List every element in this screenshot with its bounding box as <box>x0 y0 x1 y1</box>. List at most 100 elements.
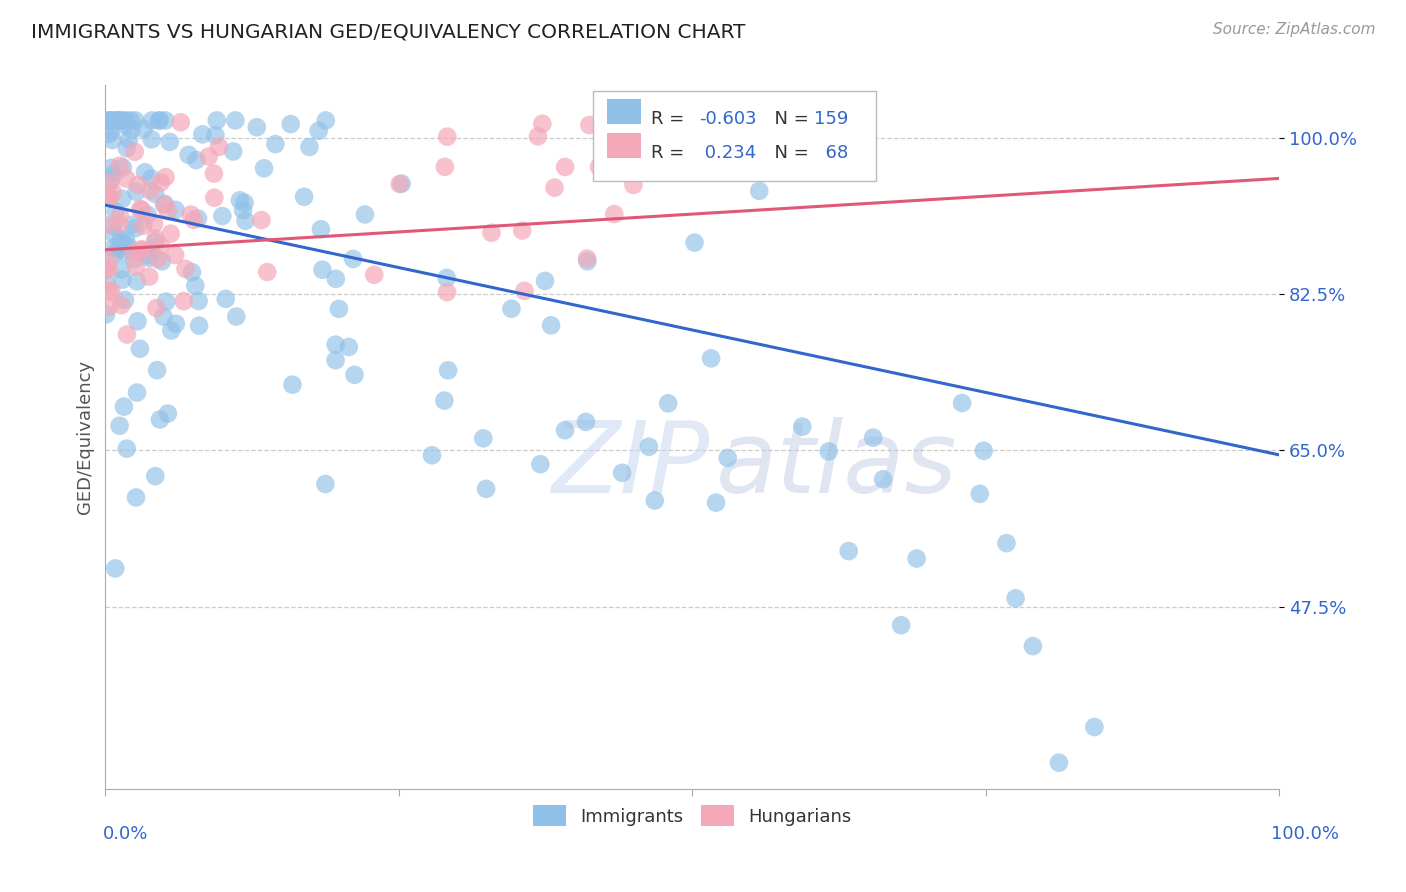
Point <box>143 469 166 483</box>
Y-axis label: GED/Equivalency: GED/Equivalency <box>76 360 94 514</box>
Point <box>748 184 770 198</box>
Point <box>180 208 202 222</box>
Point <box>644 493 666 508</box>
Point <box>100 284 122 298</box>
Point <box>111 262 134 277</box>
Point <box>146 252 169 266</box>
Text: -0.603: -0.603 <box>699 110 756 128</box>
Point <box>143 186 166 201</box>
Point <box>96 113 118 128</box>
Point <box>110 298 132 312</box>
Point <box>96 186 118 201</box>
Point <box>156 407 179 421</box>
Point <box>704 495 727 509</box>
Point <box>554 423 576 437</box>
Text: 0.234: 0.234 <box>699 144 756 161</box>
Point <box>101 186 124 200</box>
Point <box>420 448 443 462</box>
Text: atlas: atlas <box>716 417 957 514</box>
Text: IMMIGRANTS VS HUNGARIAN GED/EQUIVALENCY CORRELATION CHART: IMMIGRANTS VS HUNGARIAN GED/EQUIVALENCY … <box>31 22 745 41</box>
Point <box>143 235 166 249</box>
Point <box>623 178 645 192</box>
Point <box>905 551 928 566</box>
Point <box>100 173 122 187</box>
Point <box>129 202 152 216</box>
Point <box>621 113 644 128</box>
Point <box>638 440 661 454</box>
Point <box>96 277 118 291</box>
Point <box>127 178 149 192</box>
Point <box>114 118 136 132</box>
Point <box>155 113 177 128</box>
Point <box>173 294 195 309</box>
Point <box>177 148 200 162</box>
Point <box>100 176 122 190</box>
Point <box>224 113 246 128</box>
Point <box>391 177 413 191</box>
Point <box>124 252 146 267</box>
Point <box>543 180 565 194</box>
Point <box>131 202 153 217</box>
Point <box>141 132 163 146</box>
Point <box>111 113 134 128</box>
Point <box>121 122 143 136</box>
Point <box>433 160 456 174</box>
Point <box>155 294 177 309</box>
Point <box>578 118 600 132</box>
Point <box>862 431 884 445</box>
Point <box>94 263 117 277</box>
Point <box>204 128 226 143</box>
Point <box>969 487 991 501</box>
Text: 159: 159 <box>814 110 848 128</box>
Point <box>112 244 135 259</box>
Point <box>148 113 170 128</box>
Point <box>139 184 162 198</box>
Point <box>100 161 122 175</box>
Text: 0.0%: 0.0% <box>103 825 148 843</box>
Point <box>132 219 155 233</box>
Point <box>111 273 134 287</box>
Point <box>121 218 143 232</box>
Point <box>529 457 551 471</box>
Point <box>328 301 350 316</box>
Point <box>108 217 131 231</box>
Point <box>717 450 740 465</box>
Point <box>225 310 247 324</box>
Point <box>817 444 839 458</box>
Point <box>136 248 159 262</box>
Point <box>187 293 209 308</box>
Point <box>155 170 177 185</box>
Point <box>148 113 170 128</box>
Point <box>94 308 117 322</box>
Point <box>436 271 458 285</box>
Point <box>513 284 536 298</box>
Point <box>700 351 723 366</box>
Point <box>174 261 197 276</box>
Point <box>973 443 995 458</box>
Point <box>872 472 894 486</box>
Point <box>202 167 225 181</box>
Text: Source: ZipAtlas.com: Source: ZipAtlas.com <box>1212 22 1375 37</box>
Point <box>540 318 562 333</box>
Point <box>264 136 287 151</box>
Point <box>325 337 347 351</box>
Point <box>342 252 364 266</box>
Text: 68: 68 <box>814 144 848 161</box>
Point <box>153 197 176 211</box>
Point <box>122 246 145 260</box>
Point <box>152 310 174 324</box>
Point <box>100 124 122 138</box>
Point <box>314 477 336 491</box>
Point <box>159 135 181 149</box>
Point <box>134 165 156 179</box>
Point <box>145 301 167 315</box>
Point <box>110 232 132 246</box>
Point <box>105 113 128 128</box>
Point <box>98 300 121 314</box>
Point <box>343 368 366 382</box>
Point <box>100 113 122 128</box>
Point <box>115 171 138 186</box>
Point <box>1083 720 1105 734</box>
Point <box>94 260 117 275</box>
Point <box>104 204 127 219</box>
